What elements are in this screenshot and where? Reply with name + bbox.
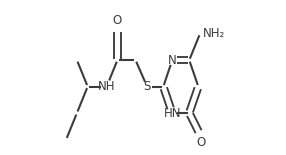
Text: NH: NH — [98, 80, 116, 93]
Text: N: N — [168, 54, 177, 67]
Text: O: O — [113, 14, 122, 27]
Text: HN: HN — [164, 106, 181, 120]
Text: O: O — [196, 136, 205, 149]
Text: NH₂: NH₂ — [202, 27, 225, 40]
Text: S: S — [144, 80, 151, 93]
